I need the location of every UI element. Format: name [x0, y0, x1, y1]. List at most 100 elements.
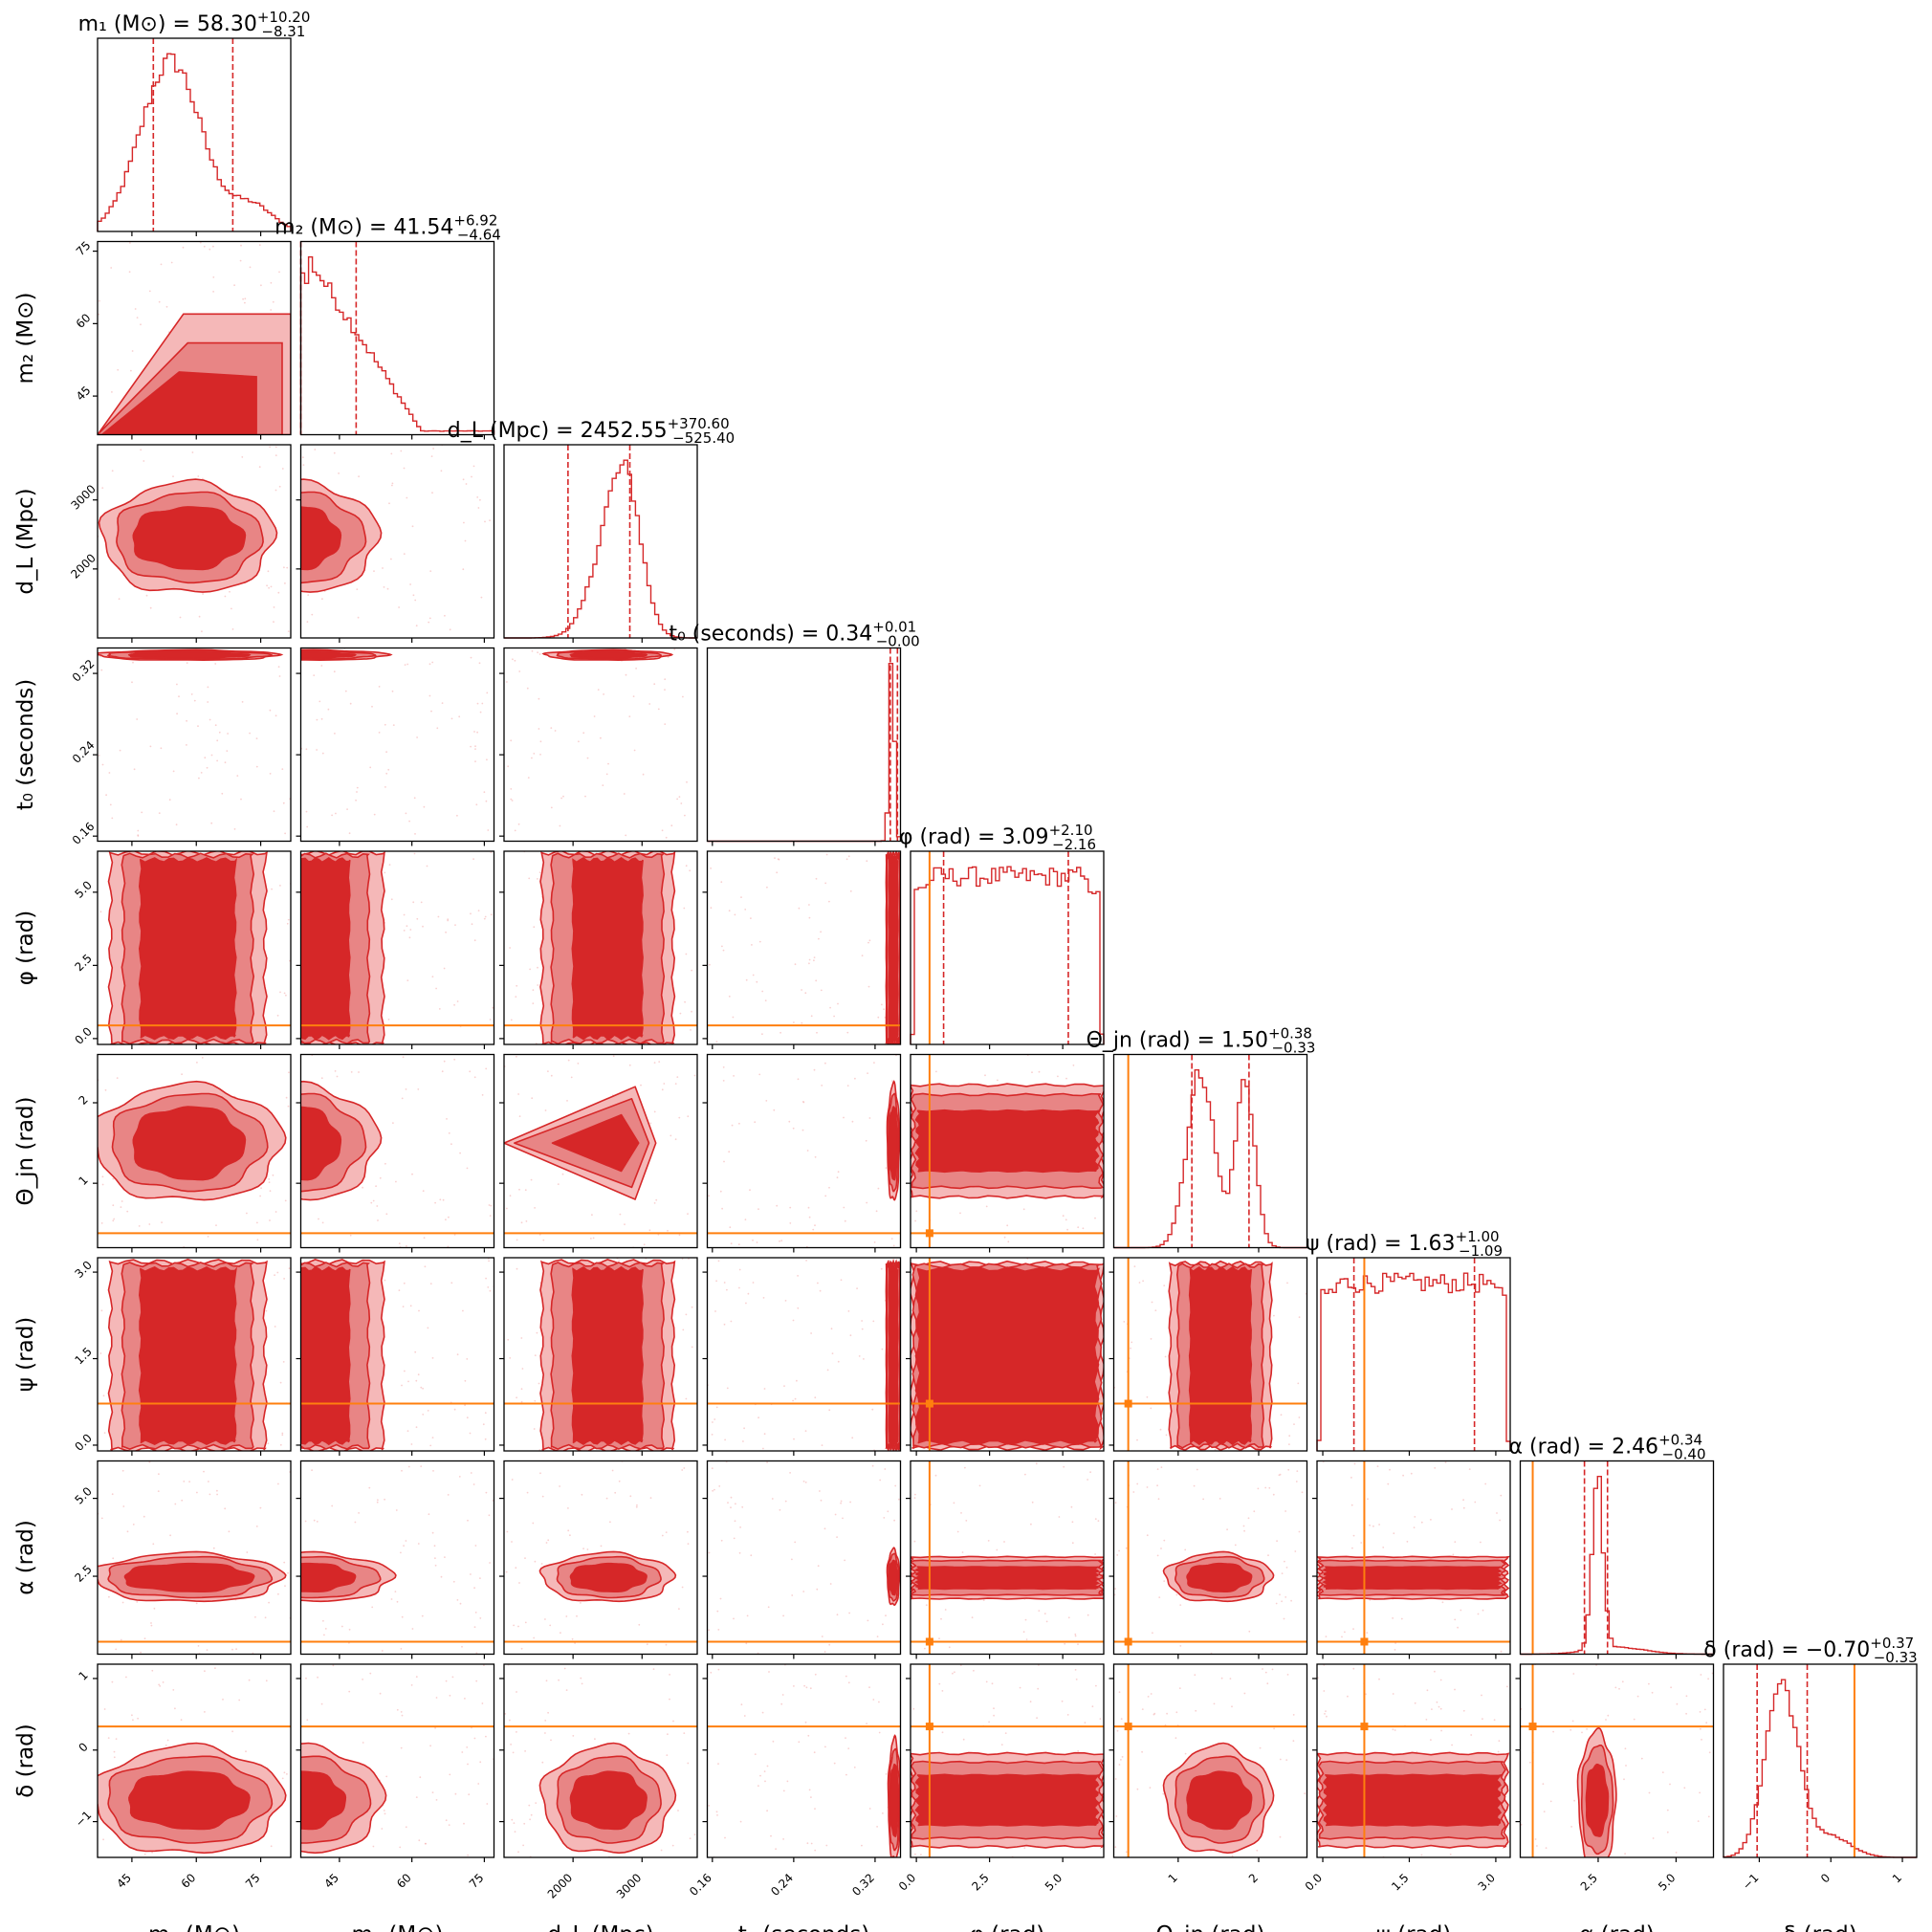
scatter-point — [481, 1702, 484, 1704]
scatter-point — [962, 1738, 965, 1741]
scatter-point — [137, 1717, 140, 1720]
scatter-point — [1288, 1443, 1290, 1445]
scatter-point — [517, 1625, 519, 1628]
scatter-point — [316, 749, 318, 751]
scatter-point — [486, 692, 489, 694]
scatter-point — [358, 1512, 360, 1514]
scatter-point — [1605, 1719, 1607, 1721]
pair-panel-dL-alpha — [503, 1460, 698, 1656]
scatter-point — [1276, 1540, 1278, 1543]
pair-panel-dL-psi — [503, 1257, 698, 1452]
y-tick-label-phi: 5.0 — [73, 878, 95, 900]
scatter-point — [174, 1707, 176, 1710]
scatter-point — [249, 266, 252, 269]
scatter-point — [216, 759, 219, 762]
scatter-point — [1296, 1470, 1299, 1472]
scatter-point — [819, 1289, 822, 1292]
scatter-point — [884, 1468, 887, 1470]
scatter-point — [828, 1643, 831, 1646]
scatter-point — [663, 1083, 666, 1085]
scatter-point — [1699, 1727, 1701, 1730]
scatter-point — [1114, 1778, 1117, 1780]
scatter-point — [302, 456, 304, 459]
scatter-point — [723, 1282, 726, 1284]
scatter-point — [1114, 1846, 1117, 1849]
title-plus-m1: +10.20 — [257, 9, 311, 26]
scatter-point — [777, 858, 779, 861]
scatter-point — [197, 1645, 200, 1647]
scatter-point — [520, 1221, 523, 1224]
scatter-point — [239, 259, 242, 262]
scatter-point — [334, 733, 336, 735]
axes-frame — [97, 850, 292, 1045]
contour-level-3 — [123, 1562, 255, 1592]
scatter-point — [412, 594, 415, 597]
scatter-point — [766, 886, 768, 889]
scatter-point — [349, 1234, 352, 1237]
contour-level-3 — [300, 857, 351, 1041]
x-tick-label-theta_jn: 1 — [1166, 1871, 1180, 1885]
scatter-point — [431, 1531, 434, 1534]
y-tick-label-phi: 0.0 — [72, 1024, 94, 1046]
scatter-point — [867, 1619, 869, 1622]
scatter-point — [612, 1055, 615, 1058]
scatter-point — [849, 1501, 851, 1504]
scatter-point — [429, 1283, 432, 1284]
scatter-point — [99, 655, 101, 658]
scatter-point — [1298, 1530, 1301, 1533]
scatter-point — [1146, 1534, 1149, 1537]
scatter-point — [454, 1792, 457, 1795]
scatter-point — [1287, 1468, 1290, 1471]
axes-frame — [97, 1053, 292, 1249]
contour-level-3 — [138, 1266, 237, 1445]
scatter-point — [208, 1481, 209, 1482]
scatter-point — [867, 941, 869, 944]
scatter-point — [1248, 1630, 1251, 1633]
scatter-point — [510, 798, 513, 801]
scatter-point — [1652, 1837, 1655, 1839]
scatter-point — [140, 1651, 143, 1654]
scatter-point — [868, 1808, 871, 1810]
scatter-point — [823, 1527, 826, 1530]
scatter-point — [845, 858, 848, 861]
scatter-point — [483, 917, 486, 920]
scatter-point — [520, 1647, 523, 1650]
scatter-point — [506, 1530, 509, 1533]
scatter-point — [1394, 1642, 1396, 1644]
scatter-dL-t0 — [506, 648, 688, 839]
scatter-point — [676, 798, 678, 801]
scatter-point — [1004, 1732, 1007, 1734]
scatter-point — [566, 1100, 568, 1102]
scatter-point — [1066, 1714, 1069, 1716]
y-tick-label-theta_jn: 1 — [76, 1174, 90, 1188]
scatter-point — [1120, 1759, 1122, 1761]
scatter-point — [265, 1309, 268, 1312]
scatter-point — [332, 1664, 335, 1667]
scatter-point — [1323, 1690, 1326, 1692]
scatter-point — [1164, 1355, 1167, 1358]
scatter-point — [267, 1442, 270, 1445]
scatter-point — [565, 1615, 568, 1617]
scatter-point — [801, 989, 802, 991]
scatter-point — [204, 1711, 206, 1713]
scatter-point — [1030, 1523, 1032, 1526]
scatter-point — [954, 1671, 955, 1674]
scatter-point — [1114, 1588, 1116, 1590]
scatter-point — [560, 1632, 561, 1635]
scatter-point — [652, 1668, 655, 1670]
scatter-point — [428, 621, 430, 624]
pair-panel-t0-delta — [706, 1663, 902, 1858]
scatter-point — [117, 368, 120, 371]
axes-frame — [1316, 1460, 1511, 1656]
scatter-point — [670, 1134, 672, 1137]
scatter-point — [1152, 1632, 1153, 1635]
scatter-point — [633, 749, 636, 752]
axes-frame — [706, 1663, 902, 1858]
title-plus-phi: +2.10 — [1049, 822, 1093, 839]
scatter-point — [685, 1397, 688, 1400]
x-axis-label-t0: t₀ (seconds) — [738, 1922, 870, 1932]
scatter-point — [1573, 1799, 1575, 1802]
scatter-point — [406, 925, 408, 928]
scatter-point — [1500, 1494, 1503, 1497]
scatter-point — [203, 1470, 205, 1473]
